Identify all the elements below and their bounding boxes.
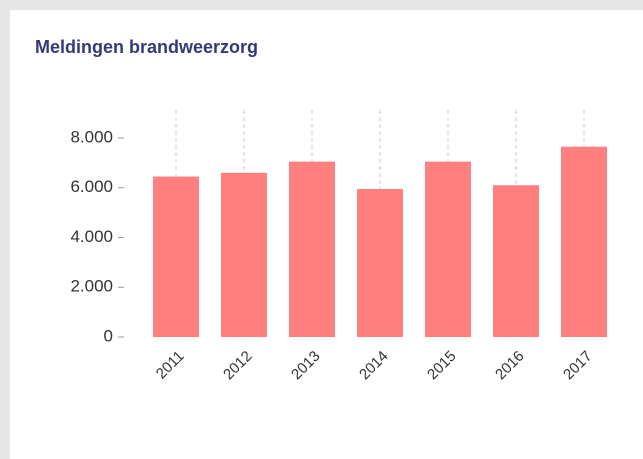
- bar: [289, 161, 335, 337]
- y-tick-label: 2.000: [70, 277, 113, 296]
- y-tick-label: 8.000: [70, 127, 113, 146]
- y-tick-label: 4.000: [70, 227, 113, 246]
- bar: [357, 188, 403, 337]
- bar: [221, 172, 267, 337]
- bar: [493, 185, 539, 337]
- bar: [425, 161, 471, 337]
- y-tick-label: 6.000: [70, 177, 113, 196]
- bar: [153, 176, 199, 337]
- chart-title: Meldingen brandweerzorg: [35, 37, 258, 57]
- y-tick-label: 0: [104, 326, 113, 345]
- bar: [561, 146, 607, 337]
